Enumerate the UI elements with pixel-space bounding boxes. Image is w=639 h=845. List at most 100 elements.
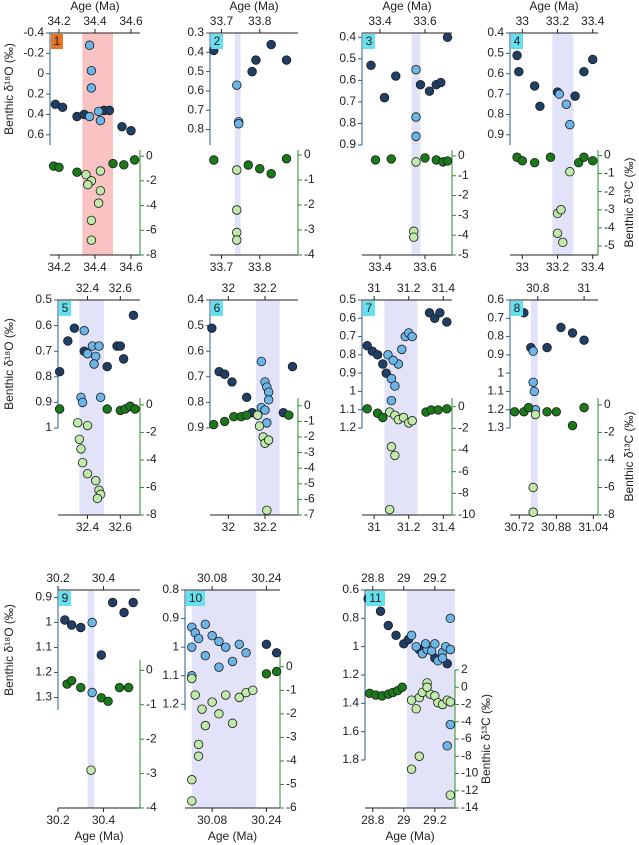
panel-label: 1 — [54, 34, 61, 48]
right-y-tick-label: -5 — [604, 238, 615, 252]
data-point — [554, 89, 564, 99]
bottom-x-tick-label: 30.88 — [541, 520, 571, 534]
right-y-tick-label: -8 — [458, 486, 469, 500]
data-point — [529, 386, 540, 397]
bottom-x-tick-label: 31.4 — [432, 520, 456, 534]
data-point — [128, 597, 138, 608]
data-point — [414, 751, 425, 761]
panel: 33.4 33.6 33.4 33.6 0.4 0.5 0.6 0.7 0.8 0.9 0 -1 -2 -… — [339, 0, 469, 274]
data-point — [579, 402, 589, 413]
right-y-tick-label: -1 — [304, 414, 315, 428]
top-x-axis-title: Age (Ma) — [70, 0, 119, 13]
data-point — [379, 92, 390, 103]
top-x-tick-label: 30.24 — [251, 571, 281, 585]
data-point — [103, 696, 113, 707]
data-point — [54, 366, 65, 377]
top-x-axis-title: Age (Ma) — [382, 0, 431, 13]
data-point — [433, 405, 443, 415]
panel: 31 31.2 31.4 31 31.2 31.4 0.5 0.6 0.7 0.8 0.9 1 1.1 1… — [339, 281, 475, 534]
left-y-tick-label: 0 — [37, 66, 44, 80]
left-y-tick-label: 0.8 — [187, 122, 204, 136]
data-point — [209, 155, 219, 165]
data-point — [241, 392, 252, 402]
event-interval — [411, 33, 421, 255]
data-point — [263, 395, 274, 405]
top-x-tick-label: 29 — [397, 571, 411, 585]
right-y-tick-label: -3 — [604, 202, 615, 216]
panel: 30.2 30.4 30.2 30.4 0.9 1 1.1 1.2 1.3 0 -1 -2 -3 -4 9 A… — [2, 571, 157, 843]
bottom-x-tick-label: 29.2 — [423, 813, 447, 827]
right-y-axis-title: Benthic δ¹³C (‰) — [622, 411, 636, 501]
data-point — [232, 235, 242, 245]
data-point — [406, 630, 417, 641]
data-point — [552, 228, 563, 238]
data-point — [588, 54, 598, 65]
top-x-tick-label: 30.08 — [197, 571, 227, 585]
data-point — [60, 615, 70, 625]
left-y-tick-label: 1.2 — [342, 667, 359, 681]
left-y-tick-label: 0.5 — [187, 318, 204, 332]
panel-label: 4 — [514, 34, 521, 48]
data-point — [442, 32, 453, 43]
left-y-tick-label: 0.8 — [187, 395, 204, 409]
data-point — [86, 235, 97, 245]
data-point — [200, 720, 211, 731]
right-y-tick-label: -3 — [304, 222, 315, 236]
left-y-tick-label: 0.9 — [35, 395, 52, 409]
right-y-tick-label: -2 — [304, 429, 315, 443]
right-y-tick-label: -14 — [461, 800, 479, 814]
data-point — [81, 170, 91, 180]
right-y-tick-label: -3 — [458, 208, 469, 222]
bottom-x-tick-label: 31.04 — [578, 520, 608, 534]
data-point — [115, 341, 126, 351]
right-y-tick-label: -12 — [461, 783, 479, 797]
right-y-tick-label: -5 — [286, 777, 297, 791]
left-y-tick-label: 0.9 — [339, 137, 356, 151]
left-y-axis-title: Benthic δ¹⁸O (‰) — [2, 318, 16, 410]
data-point — [200, 619, 211, 629]
data-point — [397, 682, 407, 692]
data-point — [243, 160, 253, 170]
right-y-tick-label: -6 — [458, 464, 469, 478]
left-y-axis-title: Benthic δ¹⁸O (‰) — [2, 43, 16, 135]
bottom-x-axis-title: Age (Ma) — [385, 829, 434, 843]
left-y-tick-label: 0.9 — [339, 365, 356, 379]
data-point — [542, 407, 552, 417]
panel-label: 5 — [62, 301, 69, 315]
data-point — [187, 775, 197, 785]
top-x-tick-label: 33 — [516, 14, 530, 28]
data-point — [528, 507, 538, 517]
data-point — [91, 475, 101, 486]
data-point — [411, 641, 421, 652]
left-y-tick-label: 1.8 — [342, 752, 359, 766]
data-point — [588, 156, 598, 166]
right-y-tick-label: -2 — [146, 731, 157, 745]
data-point — [76, 622, 86, 633]
data-point — [287, 361, 298, 372]
right-y-tick-label: -8 — [146, 507, 157, 521]
right-y-tick-label: 0 — [146, 662, 153, 676]
data-point — [579, 66, 589, 77]
data-point — [57, 102, 68, 113]
left-y-tick-label: 0.8 — [342, 611, 359, 625]
data-point — [86, 765, 96, 775]
top-x-tick-label: 33.2 — [546, 14, 570, 28]
data-point — [528, 346, 538, 356]
data-point — [375, 606, 386, 616]
right-y-tick-label: -2 — [461, 697, 472, 711]
right-y-tick-label: -3 — [304, 445, 315, 459]
data-point — [214, 662, 224, 672]
top-x-tick-label: 32.4 — [76, 281, 100, 295]
data-point — [565, 167, 575, 177]
top-x-tick-label: 31.2 — [397, 281, 421, 295]
top-x-tick-label: 32.6 — [109, 281, 133, 295]
left-y-tick-label: 0.5 — [339, 292, 356, 306]
data-point — [579, 152, 589, 162]
left-y-tick-label: 1 — [45, 420, 52, 434]
data-point — [281, 55, 292, 65]
right-y-tick-label: -2 — [146, 425, 157, 439]
data-point — [442, 317, 452, 327]
left-y-tick-label: -0.4 — [23, 25, 44, 39]
top-x-tick-label: 33.8 — [248, 14, 272, 28]
bottom-x-tick-label: 33.4 — [581, 260, 605, 274]
